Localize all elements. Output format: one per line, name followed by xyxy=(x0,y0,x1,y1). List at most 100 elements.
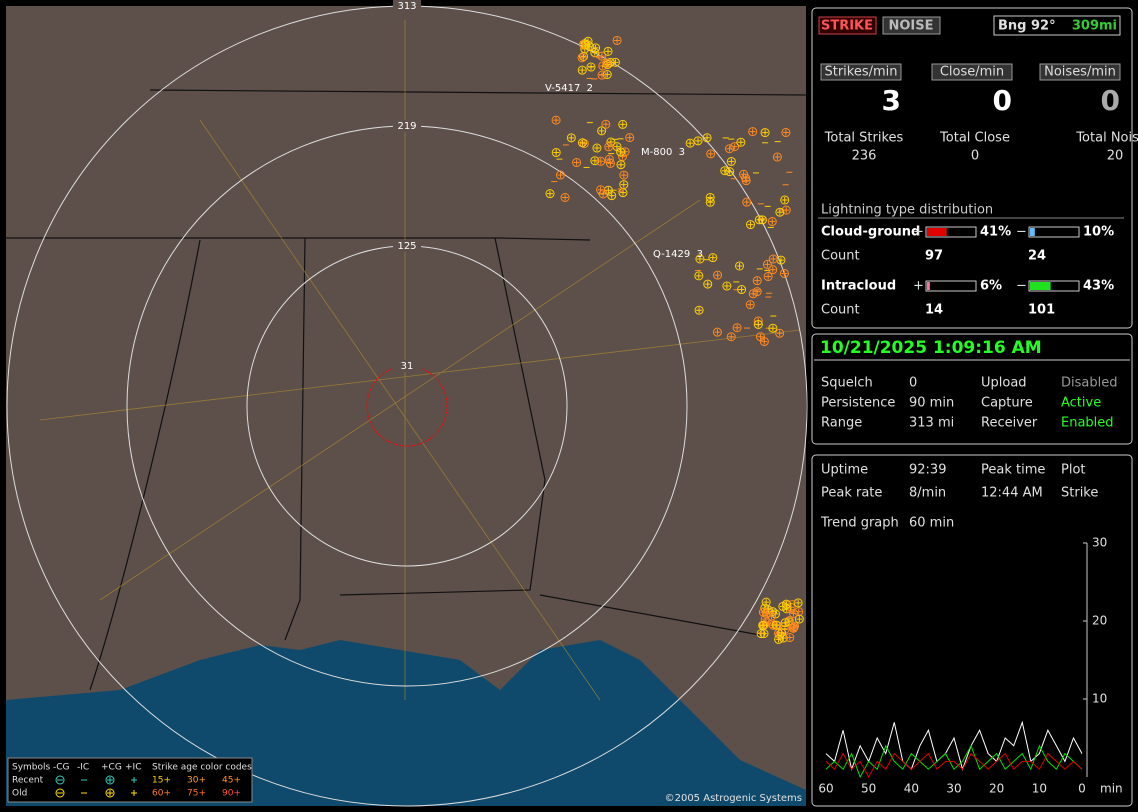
strike-symbol xyxy=(781,599,791,609)
strike-symbol xyxy=(763,272,773,282)
state-line xyxy=(284,237,306,641)
stat: 92:39 xyxy=(909,463,946,478)
state-line xyxy=(539,594,761,636)
strike-symbol xyxy=(545,189,555,199)
strike-symbol xyxy=(560,192,570,202)
legend-row: Recent xyxy=(12,776,44,786)
strike-symbol xyxy=(605,187,612,194)
setting: 313 mi xyxy=(909,416,954,431)
strike-symbol xyxy=(603,46,613,56)
road xyxy=(99,199,701,601)
strike-symbol xyxy=(604,71,611,78)
count-label: Count xyxy=(821,303,860,318)
legend-symbol xyxy=(55,775,65,785)
count: 14 xyxy=(925,303,943,318)
legend-symbol xyxy=(107,777,113,783)
legend-type: -CG xyxy=(53,763,70,773)
strike-symbol xyxy=(771,620,781,630)
strike-symbol xyxy=(761,609,771,619)
noise-button-label[interactable]: NOISE xyxy=(888,19,933,34)
strike-symbol xyxy=(726,156,736,166)
strike-button[interactable] xyxy=(818,16,877,35)
legend-symbol xyxy=(105,788,115,798)
strike-symbol xyxy=(687,140,694,147)
y-tick-label: 20 xyxy=(1092,614,1107,628)
state-lines xyxy=(6,89,807,691)
strike-symbol xyxy=(736,137,746,147)
sign: + xyxy=(913,225,924,240)
strike-symbol xyxy=(753,319,763,329)
strike-symbol xyxy=(695,254,705,264)
strike-symbol xyxy=(619,121,626,128)
rate-label: Noises/min xyxy=(1044,65,1116,80)
total-value: 20 xyxy=(1107,149,1124,164)
strike-symbol xyxy=(696,307,703,314)
strike-symbol xyxy=(730,142,740,152)
strike-symbol xyxy=(612,59,619,66)
strike-symbol xyxy=(760,614,770,624)
strike-symbol xyxy=(601,119,611,129)
strike-symbol xyxy=(592,143,602,153)
strike-symbol xyxy=(597,158,604,165)
state-line xyxy=(149,89,807,96)
strike-symbol xyxy=(725,144,735,154)
ring-label-bg xyxy=(393,360,421,372)
strike-symbol xyxy=(608,192,615,199)
stat: 60 min xyxy=(909,516,954,531)
strike-symbol xyxy=(551,115,561,125)
strike-symbol xyxy=(762,129,769,136)
strike-symbol xyxy=(759,622,766,629)
x-tick-label: 20 xyxy=(989,782,1004,796)
rate-value: 0 xyxy=(993,84,1012,117)
strike-button-label[interactable]: STRIKE xyxy=(821,19,873,34)
bar-track xyxy=(1028,280,1080,292)
strike-symbol xyxy=(568,134,575,141)
setting: Enabled xyxy=(1061,416,1114,431)
strike-symbol xyxy=(788,623,798,633)
bearing: Bng 92° xyxy=(998,19,1056,34)
strike-symbol xyxy=(626,134,633,141)
trend-line xyxy=(825,744,1083,779)
strike-symbol xyxy=(616,160,626,170)
strike-symbol xyxy=(754,277,761,284)
strike-symbol xyxy=(743,177,750,184)
setting: Disabled xyxy=(1061,376,1117,391)
strike-symbol xyxy=(756,216,763,223)
ring-label-bg xyxy=(393,0,421,12)
map-legend: Symbols -CG -IC +CG +IC Strike age color code… xyxy=(7,757,253,803)
strike-symbol xyxy=(770,255,777,262)
setting: Active xyxy=(1061,396,1101,411)
strike-symbol xyxy=(562,194,569,201)
strike-symbol xyxy=(765,273,772,280)
strike-symbol xyxy=(613,143,620,150)
strike-symbol xyxy=(796,616,803,623)
strike-symbol xyxy=(551,148,561,158)
percent: 10% xyxy=(1083,225,1114,240)
rate-value: 3 xyxy=(882,84,901,117)
rate-label: Strikes/min xyxy=(824,65,897,80)
legend-age-title: Strike age color codes xyxy=(152,763,252,773)
bar-track xyxy=(1028,226,1080,238)
strike-symbol xyxy=(547,190,554,197)
noise-button[interactable] xyxy=(882,16,941,35)
stat: 12:44 AM xyxy=(981,486,1043,501)
stat: Peak time xyxy=(981,463,1045,478)
state-line xyxy=(89,239,201,691)
legend-row: Old xyxy=(12,789,27,799)
strike-symbol xyxy=(762,616,769,623)
legend-type: +IC xyxy=(125,763,141,773)
strike-symbol xyxy=(721,167,728,174)
strike-symbol xyxy=(779,268,789,278)
strike-symbol xyxy=(758,620,768,630)
strike-symbol xyxy=(579,54,586,61)
strike-symbol xyxy=(754,215,764,225)
strike-symbol xyxy=(775,636,782,643)
strike-symbol xyxy=(780,195,790,205)
strike-symbol xyxy=(778,629,785,636)
strike-symbol xyxy=(790,621,800,631)
strike-symbol xyxy=(769,325,776,332)
strike-symbol xyxy=(573,159,580,166)
strike-symbol xyxy=(750,290,757,297)
bar xyxy=(1030,282,1051,290)
strike-symbol xyxy=(596,156,606,166)
